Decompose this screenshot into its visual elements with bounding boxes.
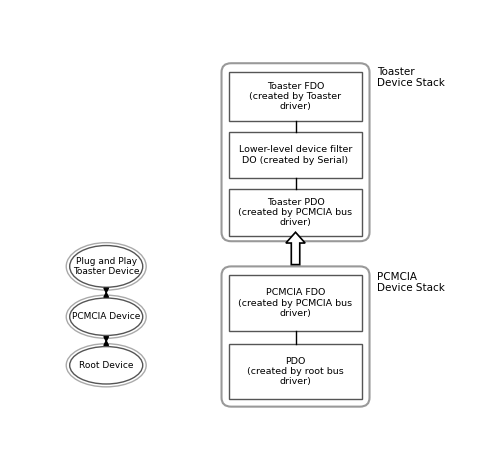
FancyBboxPatch shape bbox=[229, 344, 362, 399]
Text: Root Device: Root Device bbox=[79, 361, 133, 370]
Text: Toaster
Device Stack: Toaster Device Stack bbox=[377, 67, 445, 88]
FancyBboxPatch shape bbox=[229, 132, 362, 178]
Text: PCMCIA Device: PCMCIA Device bbox=[72, 312, 140, 321]
Text: Toaster PDO
(created by PCMCIA bus
driver): Toaster PDO (created by PCMCIA bus drive… bbox=[239, 198, 353, 227]
FancyBboxPatch shape bbox=[222, 266, 370, 407]
Text: Plug and Play
Toaster Device: Plug and Play Toaster Device bbox=[73, 257, 139, 276]
Ellipse shape bbox=[69, 246, 143, 287]
FancyBboxPatch shape bbox=[222, 63, 370, 241]
FancyBboxPatch shape bbox=[229, 189, 362, 236]
Text: PCMCIA
Device Stack: PCMCIA Device Stack bbox=[377, 272, 445, 293]
Text: Lower-level device filter
DO (created by Serial): Lower-level device filter DO (created by… bbox=[239, 145, 352, 165]
Text: Toaster FDO
(created by Toaster
driver): Toaster FDO (created by Toaster driver) bbox=[249, 82, 342, 112]
FancyBboxPatch shape bbox=[229, 72, 362, 121]
Ellipse shape bbox=[69, 347, 143, 384]
FancyBboxPatch shape bbox=[229, 276, 362, 331]
Text: PCMCIA FDO
(created by PCMCIA bus
driver): PCMCIA FDO (created by PCMCIA bus driver… bbox=[239, 288, 353, 318]
Text: PDO
(created by root bus
driver): PDO (created by root bus driver) bbox=[247, 357, 344, 387]
Ellipse shape bbox=[69, 298, 143, 335]
Polygon shape bbox=[286, 232, 305, 265]
